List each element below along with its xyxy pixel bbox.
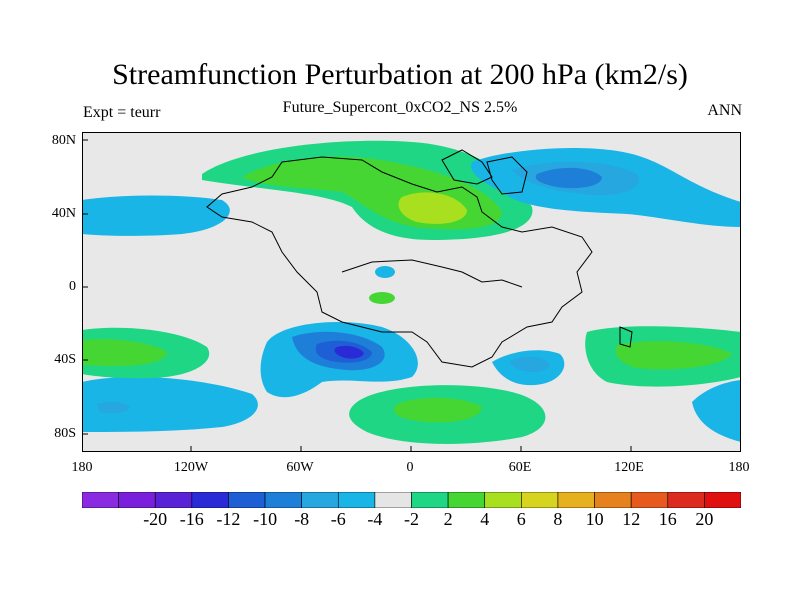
colorbar-tick-label: 8	[553, 509, 563, 529]
axis-ticks	[82, 139, 632, 452]
colorbar-swatch	[118, 491, 156, 509]
colorbar-tick-label: -4	[367, 509, 383, 529]
lon-tick-120e: 120E	[614, 460, 644, 475]
colorbar-swatch	[264, 491, 302, 509]
season-label: ANN	[707, 102, 742, 119]
colorbar-swatch	[228, 491, 266, 509]
colorbar	[81, 491, 742, 513]
colorbar-swatch	[484, 491, 522, 509]
colorbar-swatch	[191, 491, 229, 509]
plot-subtitle: Future_Supercont_0xCO2_NS 2.5%	[282, 99, 518, 116]
colorbar-tick-label: -8	[294, 509, 310, 529]
contour-positive-eq	[369, 292, 395, 304]
contour-negative-south-10	[334, 345, 364, 359]
lon-tick-180w: 180	[71, 460, 93, 475]
colorbar-tick-label: -10	[253, 509, 278, 529]
lat-tick-40s: 40S	[54, 352, 76, 367]
colorbar-tick-label: 16	[658, 509, 677, 529]
lat-tick-0: 0	[69, 279, 76, 294]
lat-tick-40n: 40N	[51, 206, 76, 221]
contour-map	[82, 132, 741, 452]
experiment-label: Expt = teurr	[83, 104, 161, 121]
lon-tick-180e: 180	[728, 460, 750, 475]
island-outline-2	[486, 156, 528, 195]
contour-positive-sw-6	[82, 339, 167, 367]
lon-tick-120w: 120W	[173, 460, 209, 475]
island-outline-1	[441, 149, 493, 185]
colorbar-swatch	[447, 491, 486, 509]
contour-negative-nw	[82, 195, 230, 236]
lat-tick-80n: 80N	[51, 133, 76, 148]
contour-negative-se	[692, 380, 741, 442]
map-panel	[82, 132, 741, 457]
contour-negative-sw	[82, 376, 258, 432]
colorbar-swatch	[301, 491, 339, 509]
contour-positive-south-6	[393, 397, 482, 423]
colorbar-swatch	[667, 491, 705, 509]
colorbar-tick-label: -12	[216, 509, 241, 529]
colorbar-swatch	[81, 491, 119, 509]
contour-negative-sw-4	[97, 401, 130, 414]
colorbar-swatch	[154, 491, 193, 509]
lat-tick-80s: 80S	[54, 426, 76, 441]
colorbar-tick-label: 6	[516, 509, 526, 529]
colorbar-tick-label: -6	[330, 509, 346, 529]
colorbar-tick-label: 10	[585, 509, 604, 529]
colorbar-swatch	[337, 491, 376, 509]
colorbar-swatch	[411, 491, 449, 509]
colorbar-tick-label: -16	[179, 509, 204, 529]
colorbar-tick-label: -2	[404, 509, 419, 529]
contour-positive-north-8	[398, 192, 467, 224]
colorbar-swatch	[630, 491, 669, 509]
lon-tick-60w: 60W	[286, 460, 314, 475]
plot-title: Streamfunction Perturbation at 200 hPa (…	[112, 58, 688, 91]
colorbar-tick-label: -20	[143, 509, 168, 529]
contour-negative-ne-6	[535, 167, 602, 189]
colorbar-tick-label: 4	[480, 509, 490, 529]
colorbar-tick-label: 20	[695, 509, 714, 529]
colorbar-tick-label: 2	[443, 509, 453, 529]
lon-tick-0: 0	[406, 460, 414, 475]
colorbar-tick-label: 12	[622, 509, 641, 529]
colorbar-swatch	[374, 491, 412, 509]
island-outline-3	[619, 326, 633, 348]
colorbar-swatch	[557, 491, 595, 509]
contour-positive-se-6	[615, 341, 732, 370]
colorbar-swatches	[81, 491, 742, 509]
continent-outline	[206, 156, 593, 368]
colorbar-swatch	[704, 491, 742, 509]
colorbar-swatch	[521, 491, 559, 509]
contour-negative-south-mid-4	[510, 356, 550, 372]
contour-negative-eq	[375, 266, 395, 278]
colorbar-swatch	[594, 491, 632, 509]
lon-tick-60e: 60E	[508, 460, 532, 475]
continent-inner-line	[341, 259, 523, 288]
